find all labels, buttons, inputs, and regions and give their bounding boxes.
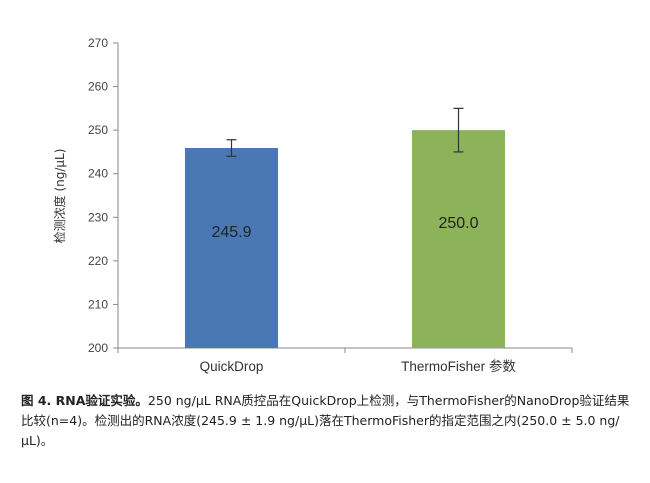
- y-tick-label: 250: [88, 123, 108, 137]
- bar-thermofisher: [411, 130, 506, 348]
- y-tick-label: 270: [88, 36, 108, 50]
- caption-title: 图 4. RNA验证实验。: [21, 393, 148, 408]
- bar-quickdrop: [184, 148, 279, 348]
- labels: 245.9 QuickDrop 250.0 ThermoFisher 参数: [200, 215, 517, 374]
- bar-value-label: 250.0: [438, 215, 478, 232]
- y-tick-label: 220: [88, 254, 108, 268]
- bars: [184, 107, 506, 348]
- y-tick-label: 240: [88, 167, 108, 181]
- caption-body: 250 ng/μL RNA质控品在QuickDrop上检测，与ThermoFis…: [21, 393, 630, 448]
- category-label: QuickDrop: [200, 359, 264, 374]
- category-label: ThermoFisher 参数: [401, 358, 516, 374]
- y-tick-label: 260: [88, 80, 108, 94]
- y-axis-label: 检测浓度 (ng/μL): [52, 149, 67, 244]
- bar-value-label: 245.9: [211, 224, 251, 241]
- y-tick-label: 200: [88, 341, 108, 355]
- y-tick-label: 230: [88, 210, 108, 224]
- y-tick-label: 210: [88, 297, 108, 311]
- figure-caption: 图 4. RNA验证实验。250 ng/μL RNA质控品在QuickDrop上…: [21, 391, 631, 451]
